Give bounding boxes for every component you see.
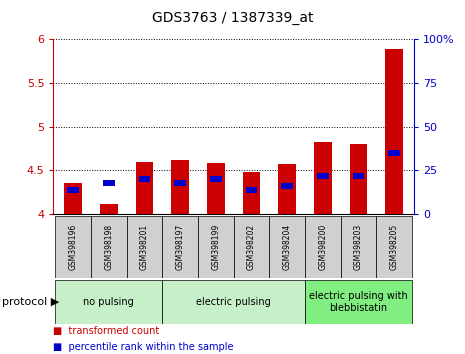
Bar <box>233 216 269 278</box>
Bar <box>385 50 403 214</box>
Text: ■  percentile rank within the sample: ■ percentile rank within the sample <box>53 342 234 352</box>
Bar <box>100 204 118 214</box>
Text: GSM398196: GSM398196 <box>69 224 78 270</box>
Bar <box>162 280 305 324</box>
Bar <box>55 216 91 278</box>
Bar <box>64 183 82 214</box>
Text: no pulsing: no pulsing <box>83 297 134 307</box>
Bar <box>305 216 341 278</box>
Bar <box>91 216 126 278</box>
Bar <box>278 164 296 214</box>
Text: protocol ▶: protocol ▶ <box>2 297 60 307</box>
Bar <box>376 216 412 278</box>
Text: GSM398202: GSM398202 <box>247 224 256 270</box>
Text: GSM398204: GSM398204 <box>283 224 292 270</box>
Bar <box>350 144 367 214</box>
Text: GSM398205: GSM398205 <box>390 224 399 270</box>
Bar <box>246 187 257 193</box>
Text: GSM398201: GSM398201 <box>140 224 149 270</box>
Bar <box>281 183 293 189</box>
Text: GSM398203: GSM398203 <box>354 224 363 270</box>
Bar <box>353 172 365 179</box>
Bar <box>198 216 233 278</box>
Bar <box>103 179 114 186</box>
Bar <box>388 150 400 156</box>
Bar <box>314 142 332 214</box>
Bar <box>55 280 162 324</box>
Text: GSM398198: GSM398198 <box>104 224 113 270</box>
Bar <box>317 172 329 179</box>
Text: GSM398200: GSM398200 <box>319 224 327 270</box>
Bar <box>269 216 305 278</box>
Bar <box>139 176 150 182</box>
Bar <box>135 162 153 214</box>
Bar <box>243 172 260 214</box>
Bar <box>171 160 189 214</box>
Bar <box>210 176 222 182</box>
Text: ■  transformed count: ■ transformed count <box>53 326 159 336</box>
Bar <box>126 216 162 278</box>
Text: electric pulsing with
blebbistatin: electric pulsing with blebbistatin <box>309 291 408 313</box>
Bar <box>305 280 412 324</box>
Bar <box>162 216 198 278</box>
Text: GDS3763 / 1387339_at: GDS3763 / 1387339_at <box>152 11 313 25</box>
Bar <box>207 163 225 214</box>
Text: GSM398199: GSM398199 <box>211 224 220 270</box>
Text: electric pulsing: electric pulsing <box>196 297 271 307</box>
Text: GSM398197: GSM398197 <box>176 224 185 270</box>
Bar <box>174 179 186 186</box>
Bar <box>67 187 79 193</box>
Bar <box>341 216 376 278</box>
